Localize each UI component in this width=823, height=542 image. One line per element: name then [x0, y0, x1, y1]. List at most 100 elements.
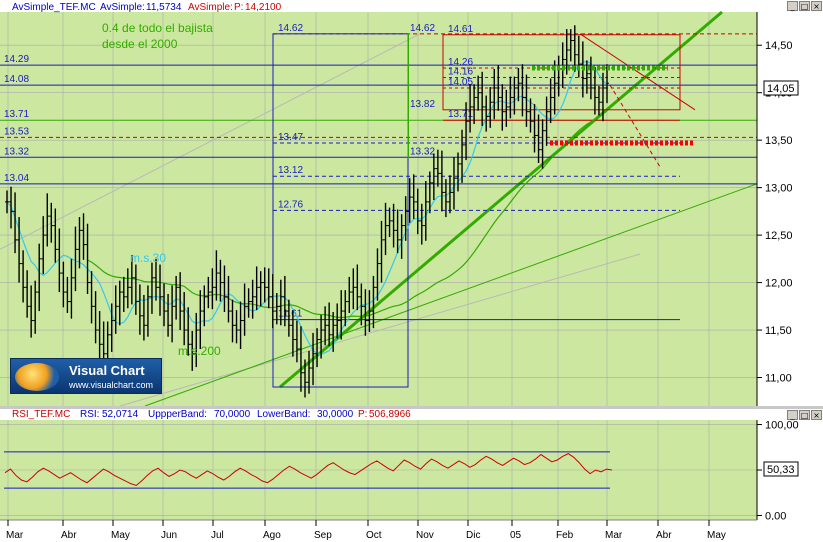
rsi-y-tick-label: 100,00 — [765, 420, 799, 432]
rsi-tag-box — [763, 461, 799, 477]
price-header-label-p: P: — [234, 2, 243, 13]
x-tick-label: Abr — [656, 530, 672, 541]
level-label: 14.26 — [448, 57, 473, 68]
upper-grey-trendline — [0, 33, 421, 250]
rsi-series-line — [4, 453, 613, 487]
rsi-line — [4, 453, 613, 487]
price-y-tick-label: 13,00 — [765, 183, 793, 195]
rsi-header-value-5: 506,8966 — [369, 409, 411, 420]
rsi-close-button[interactable]: × — [811, 410, 822, 420]
panel-divider — [0, 406, 823, 409]
price-y-tick-label: 12,50 — [765, 230, 793, 242]
logo-globe-icon — [15, 363, 59, 391]
price-header-value-p: 14,2100 — [245, 2, 282, 13]
rsi-header-label-1: RSI_TEF.MC — [12, 409, 70, 420]
x-tick-label: Jun — [161, 530, 177, 541]
rsi-y-tick-label: 0,00 — [765, 510, 786, 522]
x-tick-label: Nov — [416, 530, 434, 541]
level-label: 14.62 — [410, 23, 435, 34]
rsi-header-label-4: LowerBand: — [257, 409, 310, 420]
price-y-tick-label: 11,00 — [765, 373, 792, 385]
rsi-header-label-2: RSI: — [80, 409, 99, 420]
level-label: 14.05 — [448, 77, 473, 88]
level-label: 14.29 — [4, 54, 29, 65]
annotation-top: 0.4 de todo el bajista — [102, 21, 213, 35]
rsi-header-label-5: P: — [358, 409, 367, 420]
rsi-header-value-2: 52,0714 — [102, 409, 139, 420]
x-tick-label: Dic — [466, 530, 480, 541]
rsi-maximize-button[interactable]: □ — [799, 410, 810, 420]
level-label: 13.32 — [4, 146, 29, 157]
ma30-label: m.s.30 — [130, 251, 166, 265]
price-y-tick-label: 14,50 — [765, 40, 793, 52]
rsi-tag: 50,33 — [767, 464, 795, 476]
price-axis-area — [757, 12, 823, 406]
level-label: 14.62 — [278, 23, 303, 34]
fib-box-divider — [407, 33, 409, 158]
level-label: 12.76 — [278, 199, 303, 210]
price-header-value-2: 11,5734 — [146, 2, 182, 13]
red-dashed-projection — [609, 84, 661, 168]
x-tick-label: 05 — [510, 530, 522, 541]
logo-url: www.visualchart.com — [69, 380, 154, 390]
price-y-tick-label: 11,50 — [765, 325, 792, 337]
price-y-tick-label: 13,50 — [765, 135, 793, 147]
x-tick-label: Abr — [61, 530, 77, 541]
lower-grey-trendline — [119, 253, 641, 407]
x-axis-area — [0, 520, 823, 542]
price-header-label-1: AvSimple_TEF.MC — [12, 2, 96, 13]
rsi-bands — [4, 451, 610, 489]
rsi-header-value-4: 30,0000 — [317, 409, 354, 420]
annotation-bottom: desde el 2000 — [102, 37, 178, 51]
fib-box-blue — [272, 33, 409, 388]
long-green-trendline — [144, 183, 758, 407]
rsi-header-value-3: 70,0000 — [214, 409, 251, 420]
price-header-label-2: AvSimple: — [100, 2, 145, 13]
x-tick-label: Mar — [6, 530, 24, 541]
x-tick-label: Jul — [211, 530, 224, 541]
price-close-button[interactable]: × — [811, 1, 822, 11]
logo-title: Visual Chart — [69, 363, 145, 378]
price-y-tick-label: 12,00 — [765, 278, 793, 290]
level-label: 13.82 — [410, 99, 435, 110]
trendlines — [0, 10, 758, 407]
level-label: 13.32 — [410, 146, 435, 157]
red-resistance-line — [579, 33, 696, 111]
level-label: 13.12 — [278, 165, 303, 176]
level-label: 14.61 — [448, 24, 473, 35]
x-tick-label: Ago — [263, 530, 281, 541]
price-header-label-3: AvSimple: — [188, 2, 233, 13]
level-label: 13.47 — [278, 132, 303, 143]
ma200-line — [87, 110, 608, 319]
x-tick-label: Mar — [605, 530, 623, 541]
main-green-support — [279, 10, 723, 389]
x-axis: Mar Abr May Jun Jul Ago Sep Oct Nov Dic 05 Feb Mar Ab… — [6, 520, 726, 541]
ma200-label: m.s.200 — [178, 344, 221, 358]
level-label: 13.04 — [4, 173, 29, 184]
rsi-header-label-3: UppperBand: — [148, 409, 207, 420]
level-label: 13.71 — [448, 109, 473, 120]
horizontal-markers — [532, 65, 695, 146]
level-label: 11.61 — [278, 309, 303, 320]
price-tag-box — [763, 80, 799, 96]
level-label: 13.53 — [4, 126, 29, 137]
rsi-grid — [0, 420, 757, 520]
level-label: 14.16 — [448, 67, 473, 78]
price-bars — [5, 25, 609, 398]
rsi-minimize-button[interactable]: _ — [787, 410, 798, 420]
x-tick-label: Oct — [366, 530, 382, 541]
x-tick-label: May — [707, 530, 726, 541]
x-tick-label: May — [111, 530, 130, 541]
level-label: 13.71 — [4, 109, 29, 120]
x-tick-label: Sep — [314, 530, 332, 541]
price-tag: 14,05 — [767, 83, 795, 95]
level-label: 14.08 — [4, 74, 29, 85]
fib-box-red — [442, 34, 681, 111]
price-minimize-button[interactable]: _ — [787, 1, 798, 11]
price-maximize-button[interactable]: □ — [799, 1, 810, 11]
visualchart-logo: Visual Chart www.visualchart.com — [10, 358, 162, 394]
x-tick-label: Feb — [556, 530, 574, 541]
price-plot-area — [0, 12, 757, 406]
